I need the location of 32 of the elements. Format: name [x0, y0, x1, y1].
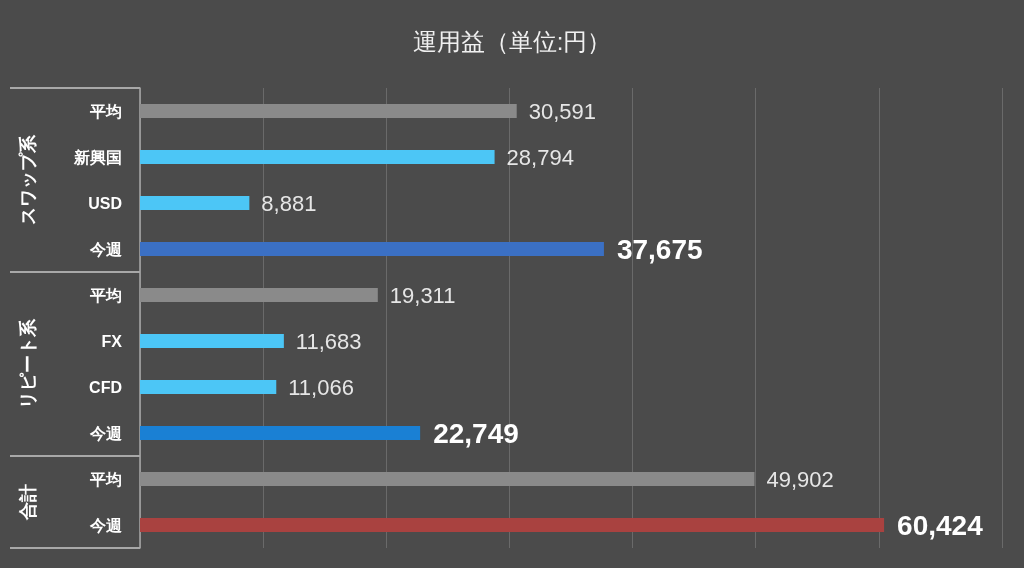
text: スワップ系: [18, 134, 38, 225]
bar: [140, 426, 421, 440]
bar: [140, 242, 604, 256]
bar: [140, 518, 885, 532]
y-tick-label: FX: [101, 332, 123, 350]
y-tick-label: 平均: [89, 286, 122, 304]
data-label: 11,683: [295, 328, 362, 354]
bar: [140, 380, 277, 394]
bar: [140, 196, 250, 210]
data-label: 30,591: [528, 98, 596, 124]
text: 合計: [18, 484, 38, 521]
y-tick-label: 平均: [89, 102, 122, 120]
bar: [140, 150, 495, 164]
y-tick-label: 今週: [89, 516, 123, 534]
data-label: 22,749: [433, 417, 519, 449]
data-label: 28,794: [506, 144, 574, 170]
y-tick-label: CFD: [89, 378, 122, 396]
data-label: 19,311: [389, 282, 456, 308]
y-tick-label: 新興国: [73, 148, 122, 166]
bar: [140, 472, 755, 486]
data-label: 8,881: [261, 190, 317, 216]
y-tick-label: USD: [88, 194, 122, 212]
data-label: 37,675: [616, 233, 703, 265]
data-label: 60,424: [897, 509, 984, 541]
bar: [140, 334, 284, 348]
data-label: 49,902: [766, 466, 834, 492]
y-tick-label: 平均: [89, 470, 122, 488]
text: リピート系: [18, 318, 38, 409]
y-tick-label: 今週: [89, 240, 123, 258]
chart-title: 運用益（単位:円）: [412, 27, 612, 55]
data-label: 11,066: [288, 374, 354, 400]
y-tick-label: 今週: [89, 424, 123, 442]
